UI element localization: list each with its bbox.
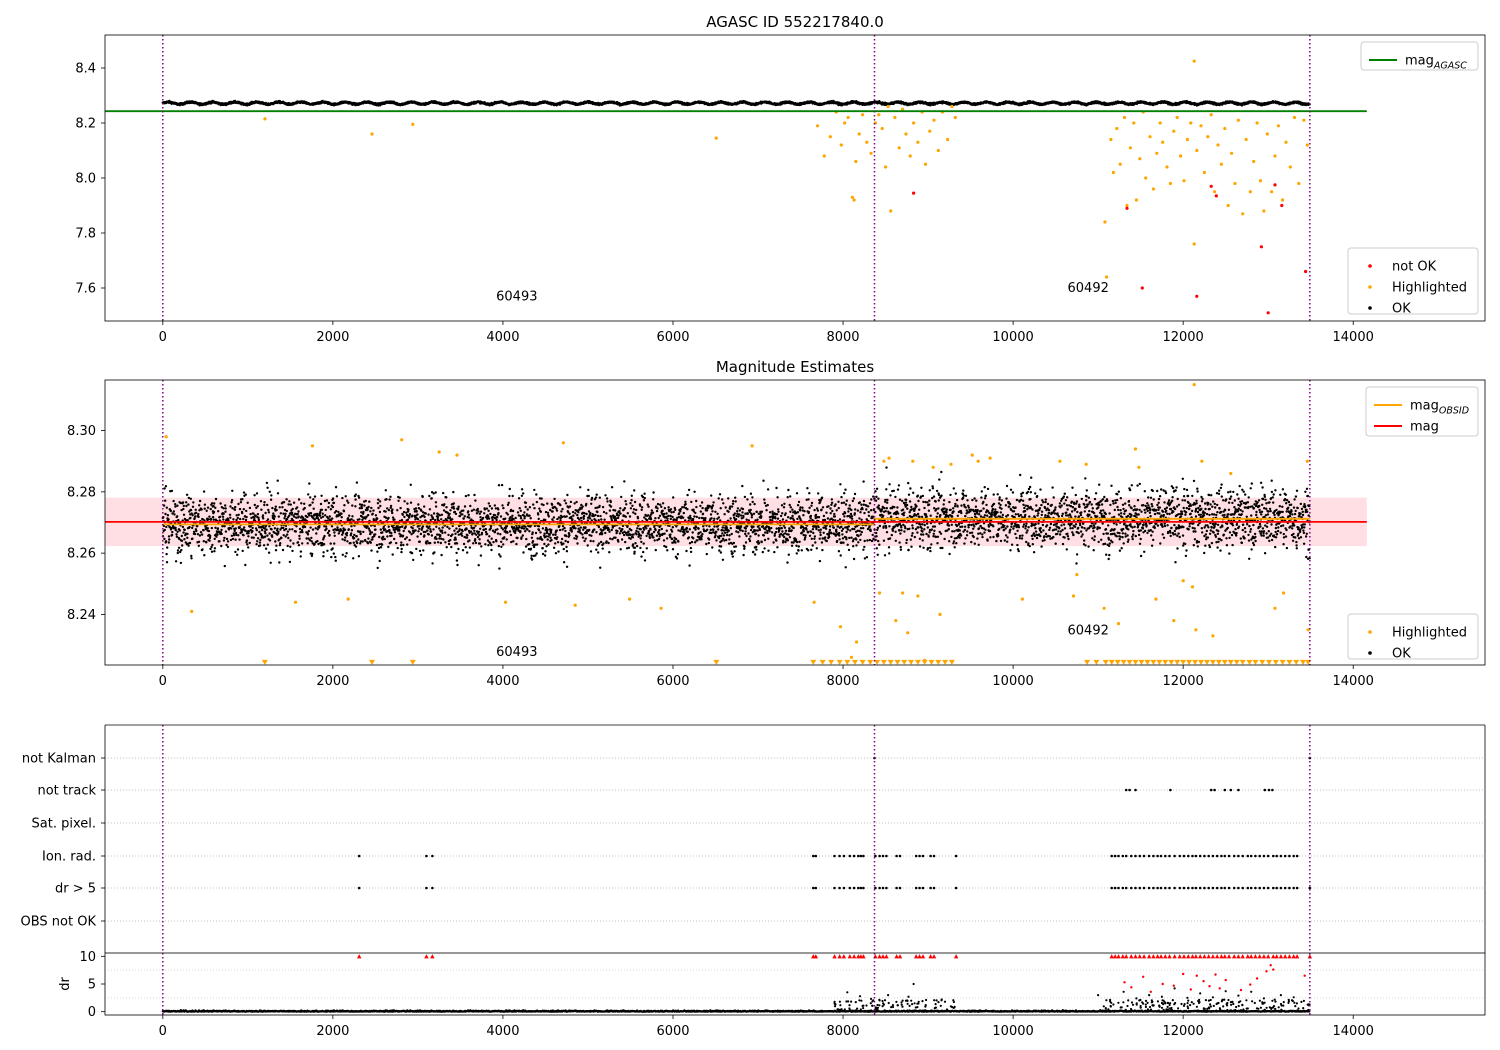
plot-area xyxy=(105,59,1367,315)
